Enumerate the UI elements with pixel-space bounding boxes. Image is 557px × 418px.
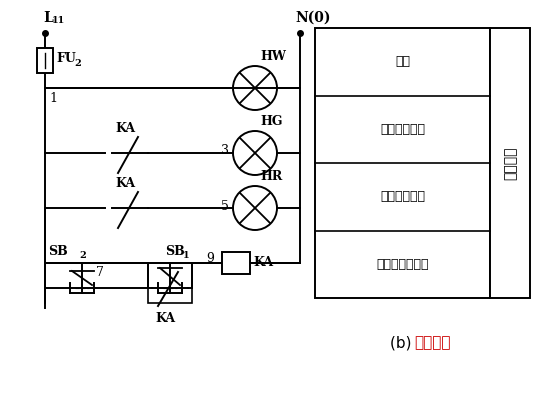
Text: 变频启动、停止: 变频启动、停止 [376,258,429,271]
Text: 控制回路: 控制回路 [503,146,517,180]
Text: 电源: 电源 [395,55,410,68]
Text: 9: 9 [206,252,214,265]
Text: 变频运行指示: 变频运行指示 [380,190,425,203]
Text: SB: SB [48,245,68,258]
Text: SB: SB [165,245,185,258]
Text: N(0): N(0) [295,11,330,25]
Text: HW: HW [260,50,286,63]
Bar [148,263,192,303]
Text: 5: 5 [221,199,229,212]
Text: (b): (b) [390,336,417,351]
Text: KA: KA [115,177,135,190]
Text: 2: 2 [79,251,86,260]
Bar [315,28,490,298]
Bar [37,48,53,73]
Text: HR: HR [260,170,282,183]
Text: 1: 1 [183,251,189,260]
Text: KA: KA [253,257,273,270]
Text: 3: 3 [221,145,229,158]
Text: L: L [43,11,53,25]
Text: KA: KA [155,312,175,325]
Text: 7: 7 [96,266,104,279]
Text: 1: 1 [49,92,57,105]
Text: 控制电路: 控制电路 [414,336,451,351]
Bar [490,28,530,298]
Text: HG: HG [260,115,282,128]
Text: 2: 2 [74,59,81,68]
Bar [222,252,250,274]
Text: KA: KA [115,122,135,135]
Text: 变频停止指示: 变频停止指示 [380,123,425,136]
Text: 11: 11 [52,16,65,25]
Text: FU: FU [56,52,76,65]
